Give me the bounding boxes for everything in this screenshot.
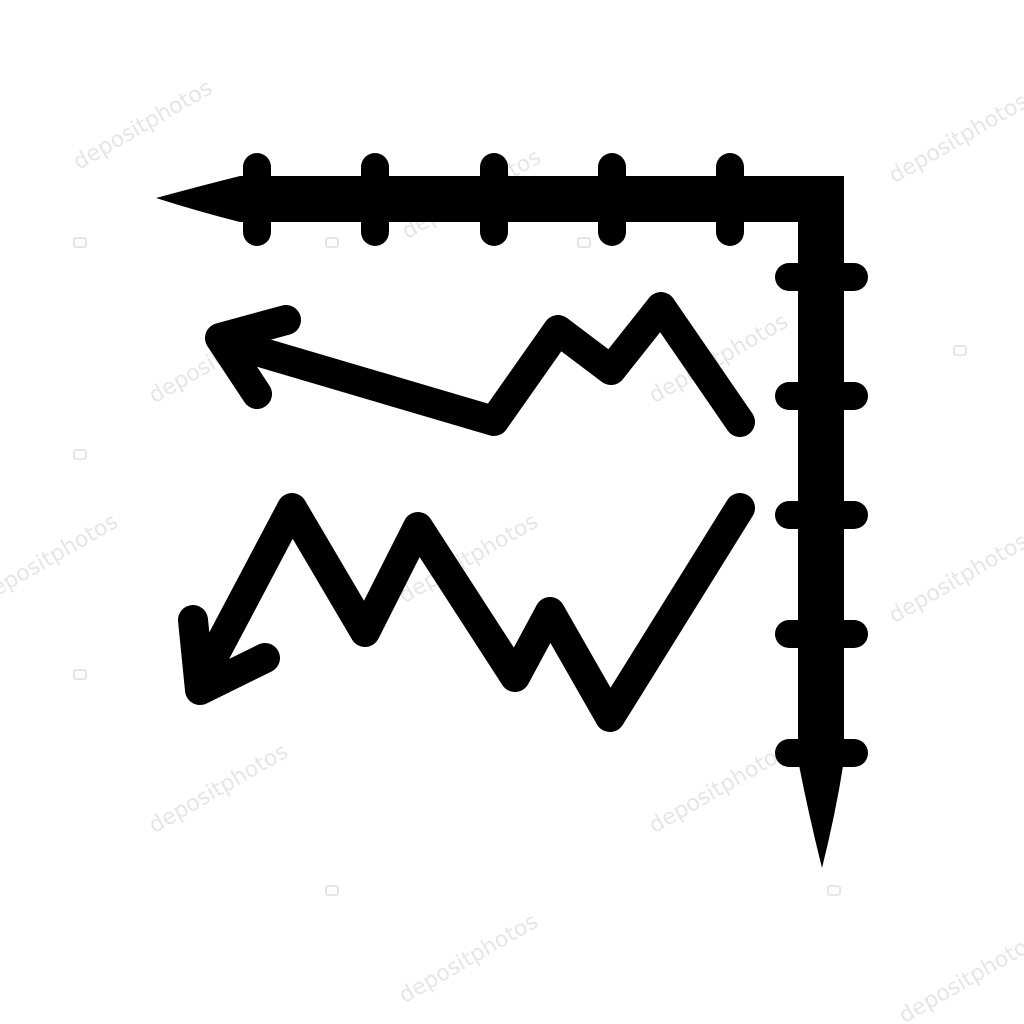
upper-trend-line <box>205 292 755 437</box>
horizontal-axis <box>156 153 844 246</box>
watermark-camera-icon <box>325 885 339 896</box>
watermark-tile: depositphotos <box>69 76 217 176</box>
line-chart-axes-icon <box>156 153 868 868</box>
watermark-text: depositphotos <box>885 529 1024 629</box>
watermark-tile: depositphotos <box>885 529 1024 629</box>
watermark-tile: depositphotos <box>395 909 543 1009</box>
lower-trend-path <box>185 493 755 732</box>
watermark-tile: depositphotos <box>895 929 1024 1024</box>
watermark-text: depositphotos <box>69 76 217 176</box>
watermark-text: depositphotos <box>145 739 293 839</box>
watermark-tile: depositphotos <box>885 89 1024 189</box>
lower-trend-line <box>178 493 755 732</box>
watermark-text: depositphotos <box>0 509 123 609</box>
vertical-axis <box>775 176 868 868</box>
watermark-tile: depositphotos <box>645 739 793 839</box>
watermark-text: depositphotos <box>395 909 543 1009</box>
lower-trend-arrowhead <box>178 605 280 705</box>
watermark-camera-icon <box>73 669 87 680</box>
watermark-text: depositphotos <box>895 929 1024 1024</box>
upper-trend-path <box>211 292 755 437</box>
watermark-tile: depositphotos <box>0 509 123 609</box>
watermark-camera-icon <box>827 885 841 896</box>
watermark-camera-icon <box>73 237 87 248</box>
watermark-text: depositphotos <box>885 89 1024 189</box>
watermark-camera-icon <box>325 237 339 248</box>
watermark-camera-icon <box>73 449 87 460</box>
upper-trend-arrowhead <box>205 305 301 409</box>
watermark-tile: depositphotos <box>145 739 293 839</box>
watermark-text: depositphotos <box>645 739 793 839</box>
watermark-camera-icon <box>953 345 967 356</box>
watermark-camera-icon <box>577 237 591 248</box>
